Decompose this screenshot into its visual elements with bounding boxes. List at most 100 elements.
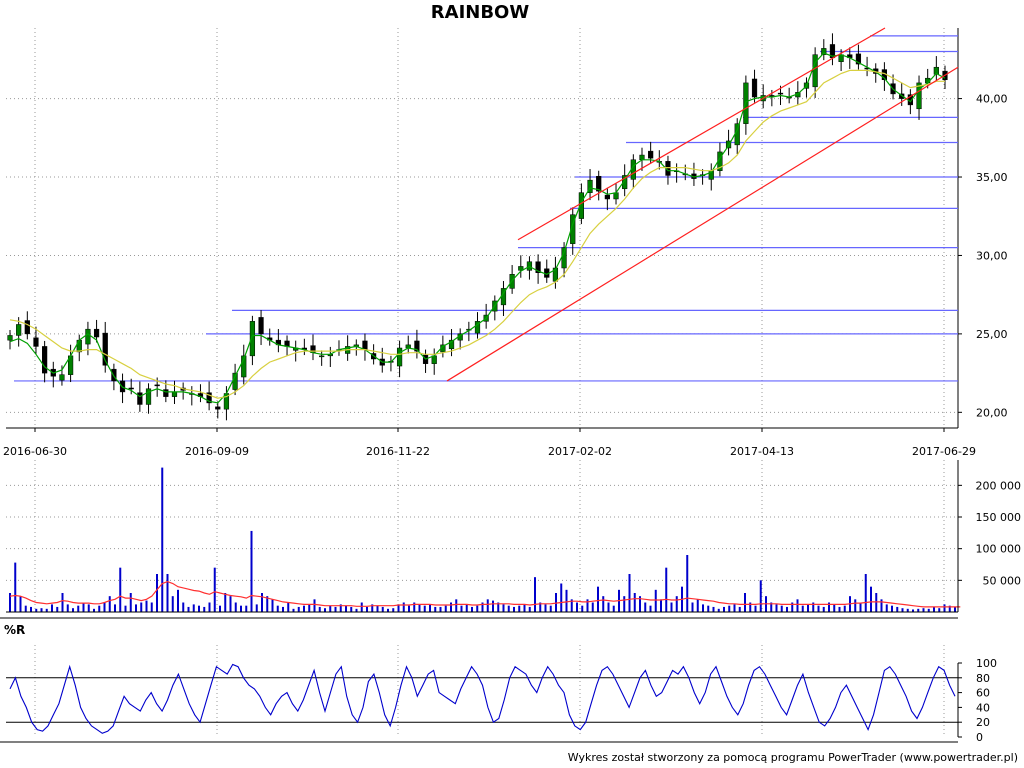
volume-bar bbox=[565, 589, 568, 612]
volume-bar bbox=[187, 606, 190, 612]
volume-bar bbox=[513, 606, 515, 612]
volume-bar bbox=[24, 605, 27, 612]
volume-bar bbox=[717, 608, 720, 612]
candle-body bbox=[587, 179, 593, 193]
volume-bar bbox=[418, 604, 421, 612]
volume-bar bbox=[161, 467, 164, 612]
volume-bar bbox=[859, 602, 862, 612]
price-x-tick-label: 2017-04-13 bbox=[730, 445, 794, 458]
volume-bar bbox=[72, 608, 74, 612]
volume-bar bbox=[77, 605, 80, 612]
volume-bar bbox=[497, 602, 500, 612]
volume-bar bbox=[135, 604, 137, 612]
volume-bar bbox=[366, 606, 368, 612]
volume-bar bbox=[607, 602, 610, 612]
volume-bar bbox=[30, 606, 32, 612]
volume-bar bbox=[45, 608, 48, 612]
candle-body bbox=[777, 92, 784, 95]
volume-bar bbox=[833, 604, 836, 612]
candle-body bbox=[596, 175, 602, 192]
volume-bar bbox=[182, 602, 185, 612]
volume-bar bbox=[423, 605, 426, 612]
volume-bar bbox=[696, 599, 699, 612]
volume-bar bbox=[822, 606, 825, 612]
volume-bar bbox=[854, 599, 857, 612]
volume-bar bbox=[156, 574, 158, 612]
candle-body bbox=[604, 194, 610, 200]
volume-bar bbox=[539, 602, 542, 612]
volume-bar bbox=[35, 608, 38, 612]
volume-bar bbox=[150, 602, 153, 612]
volume-bar bbox=[450, 602, 452, 612]
volume-bar bbox=[801, 605, 804, 612]
channel-upper-line bbox=[517, 27, 886, 241]
volume-bar bbox=[145, 600, 148, 612]
volume-bar bbox=[943, 604, 946, 612]
volume-bar bbox=[192, 604, 195, 612]
volume-bar bbox=[203, 606, 206, 612]
volume-bar bbox=[560, 583, 563, 612]
volume-bar bbox=[549, 605, 552, 612]
candle-body bbox=[33, 337, 39, 347]
volume-bar bbox=[933, 606, 935, 612]
candle-body bbox=[751, 78, 758, 98]
volume-bar bbox=[702, 604, 704, 612]
volume-bar bbox=[108, 596, 111, 612]
volume-bar bbox=[623, 596, 626, 612]
volume-bar bbox=[271, 599, 274, 612]
oscillator-line bbox=[9, 663, 956, 734]
volume-bar bbox=[775, 604, 778, 612]
volume-bar bbox=[864, 574, 867, 612]
volume-bar bbox=[838, 606, 841, 612]
candle-body bbox=[535, 261, 541, 273]
volume-bar bbox=[581, 605, 584, 612]
volume-bar bbox=[712, 606, 715, 612]
volume-bar bbox=[780, 605, 783, 612]
volume-bar bbox=[906, 608, 909, 612]
volume-bar bbox=[444, 605, 447, 612]
volume-bar bbox=[507, 605, 510, 612]
price-y-tick-label: 25,00 bbox=[976, 328, 1008, 341]
volume-bar bbox=[649, 605, 652, 612]
volume-bar bbox=[297, 606, 300, 612]
candle-body bbox=[448, 339, 455, 350]
volume-bar bbox=[938, 608, 941, 612]
candle-body bbox=[578, 192, 584, 219]
volume-bar bbox=[707, 605, 710, 612]
candle-body bbox=[396, 347, 403, 367]
volume-bar bbox=[738, 606, 741, 612]
price-x-tick-label: 2016-11-22 bbox=[366, 445, 430, 458]
candle-body bbox=[59, 374, 65, 381]
oscillator-title: %R bbox=[4, 623, 25, 637]
candle-body bbox=[648, 150, 654, 159]
volume-bar bbox=[612, 605, 615, 612]
volume-bar bbox=[245, 605, 248, 612]
oscillator-y-tick-label: 20 bbox=[976, 716, 990, 729]
volume-bar bbox=[250, 530, 253, 612]
volume-bar bbox=[891, 605, 893, 612]
price-x-tick-label: 2016-09-09 bbox=[185, 445, 249, 458]
volume-y-tick-label: 150 000 bbox=[976, 511, 1022, 524]
candle-body bbox=[613, 192, 619, 200]
oscillator-y-tick-label: 60 bbox=[976, 687, 990, 700]
volume-bar bbox=[119, 567, 122, 612]
volume-bar bbox=[224, 593, 227, 612]
volume-bar bbox=[744, 593, 746, 612]
volume-bar bbox=[56, 606, 59, 612]
candle-body bbox=[16, 324, 22, 336]
candle-body bbox=[414, 340, 420, 352]
volume-bar bbox=[313, 599, 316, 612]
volume-bar bbox=[240, 605, 242, 612]
volume-bar bbox=[917, 608, 920, 612]
volume-bar bbox=[124, 605, 127, 612]
volume-bar bbox=[534, 577, 536, 612]
candle-body bbox=[206, 392, 212, 404]
candle-body bbox=[42, 346, 48, 374]
volume-bar bbox=[528, 606, 531, 612]
candle-body bbox=[622, 175, 628, 190]
volume-bar bbox=[276, 605, 279, 612]
volume-bar bbox=[287, 602, 290, 612]
volume-bar bbox=[129, 593, 132, 612]
volume-bar bbox=[523, 604, 526, 612]
volume-bar bbox=[360, 602, 363, 612]
